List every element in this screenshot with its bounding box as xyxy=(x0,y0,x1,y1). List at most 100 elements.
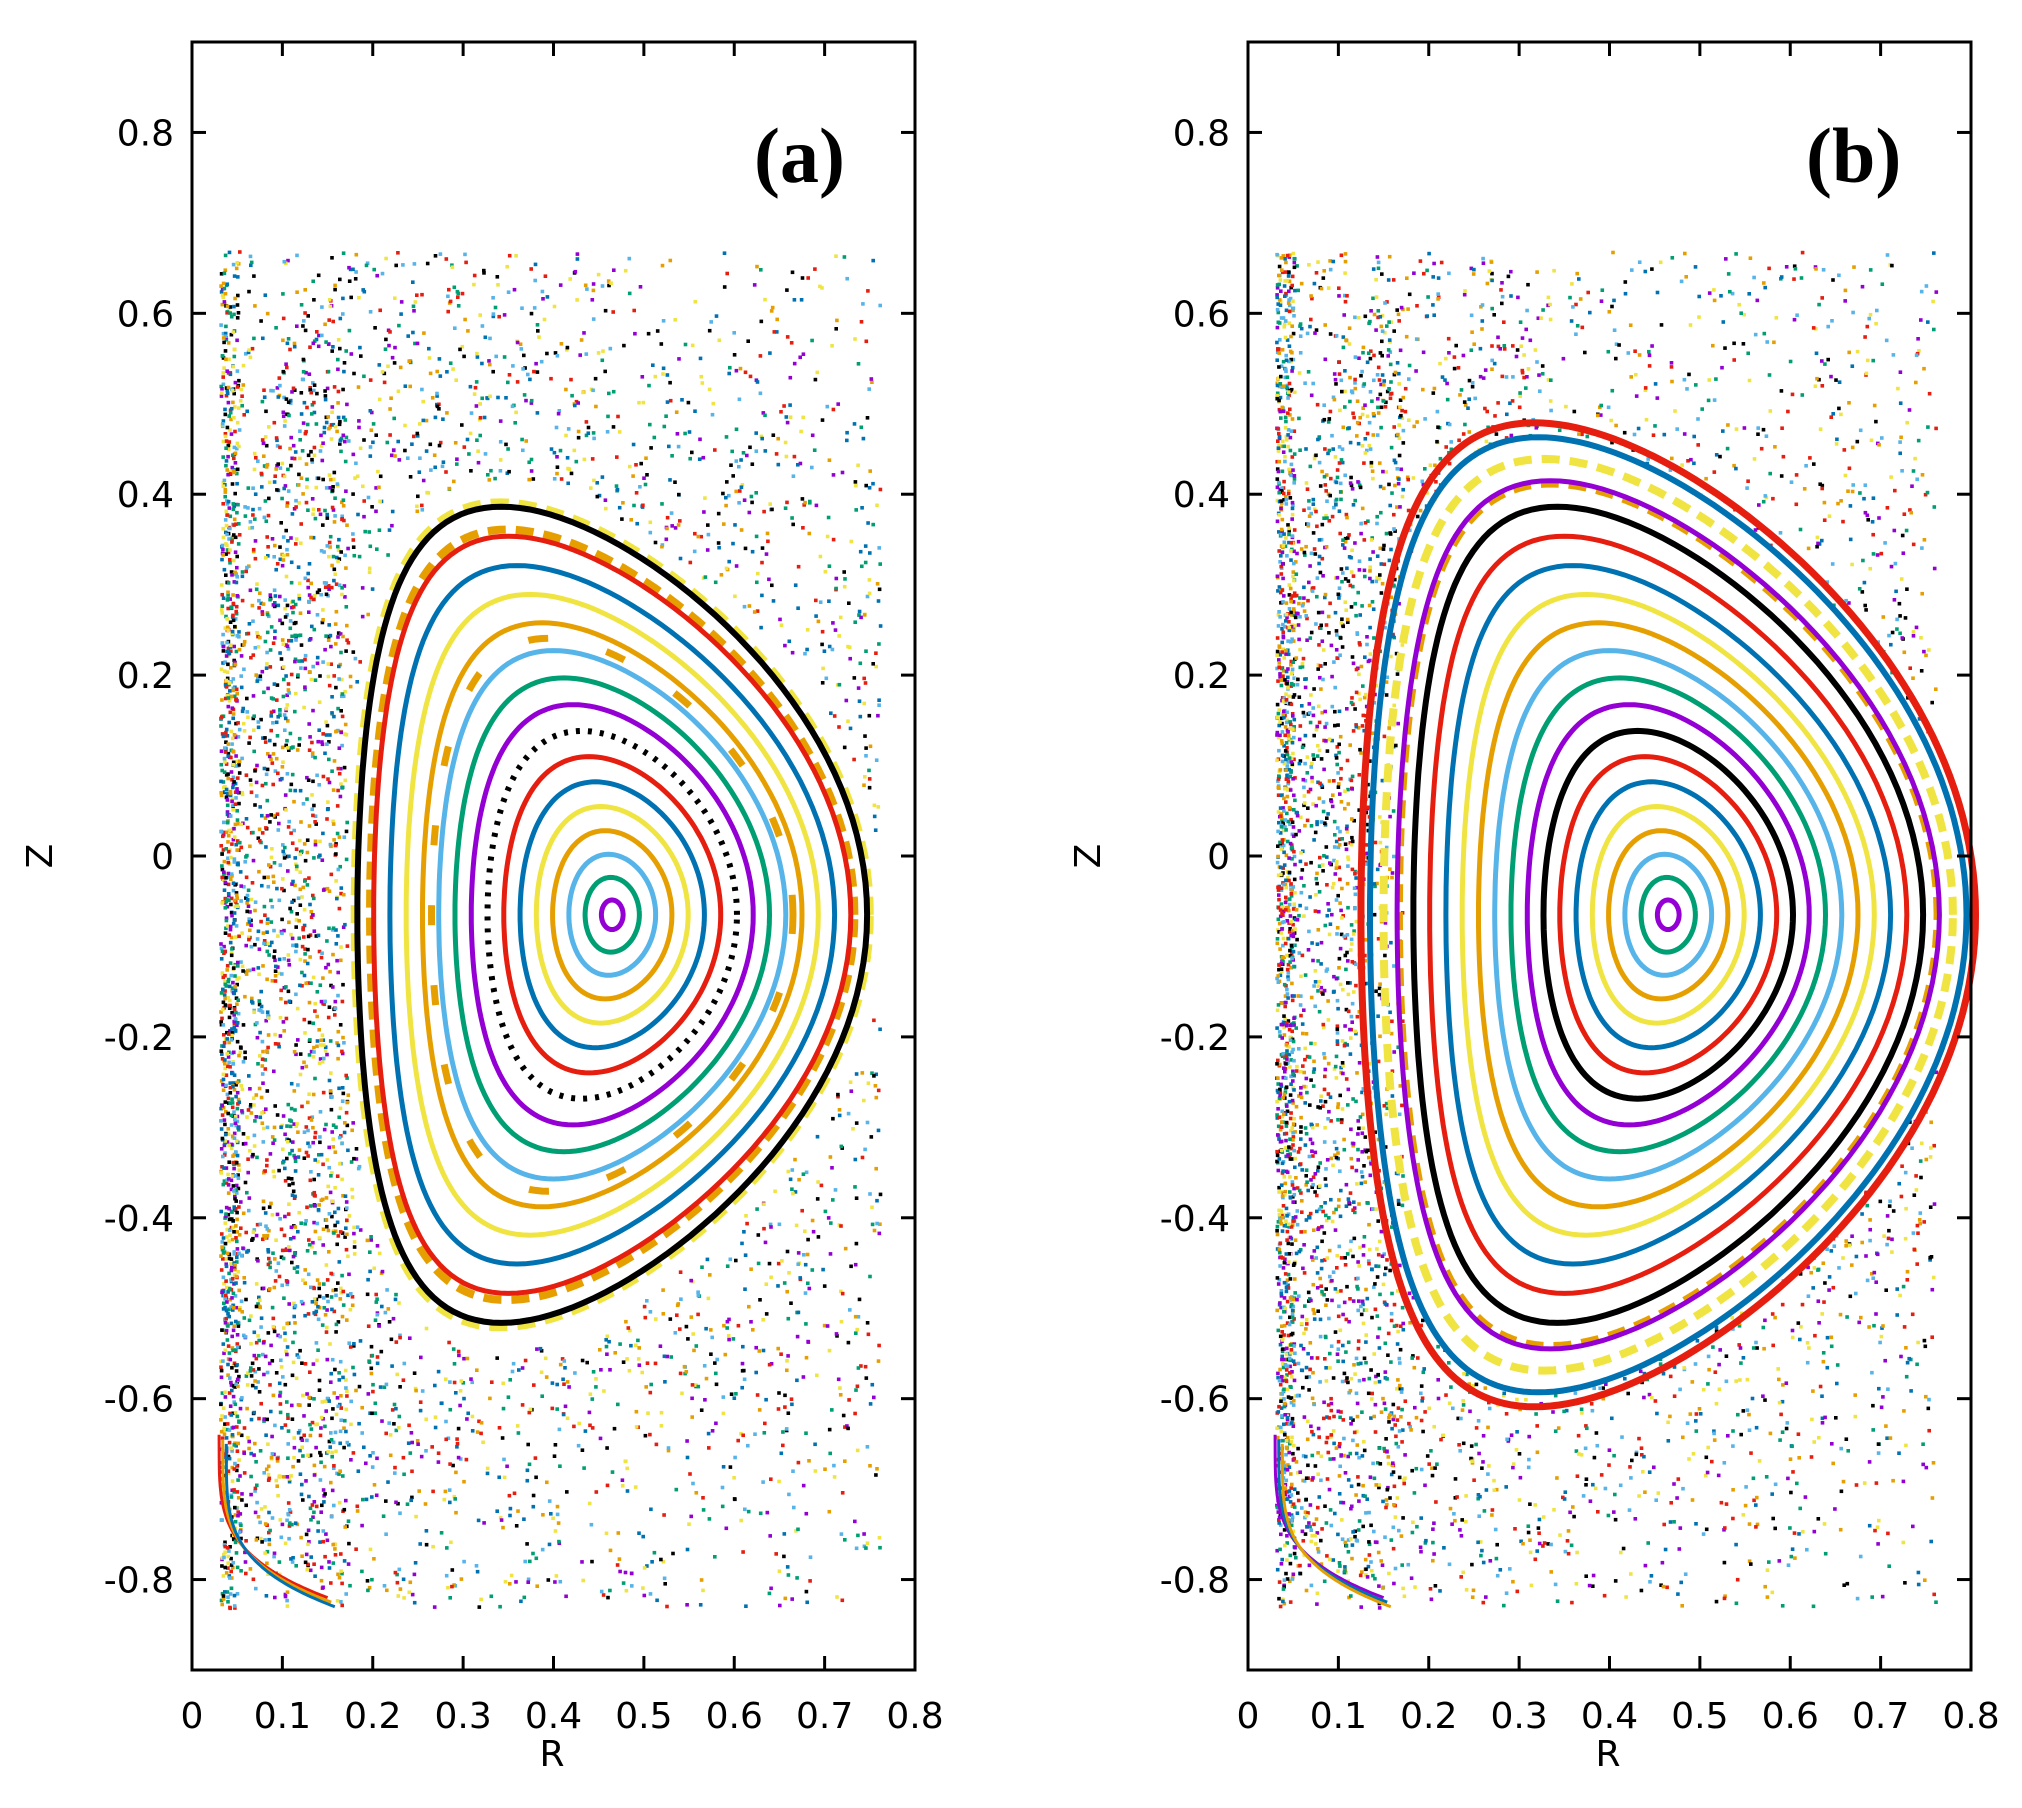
panel-a-flux-surface xyxy=(566,851,659,978)
panel-a-chaotic-point xyxy=(648,1390,653,1395)
panel-a-chaotic-point xyxy=(276,828,281,832)
panel-a-chaotic-point xyxy=(668,380,672,385)
panel-a-chaotic-point xyxy=(271,1393,276,1398)
panel-a-chaotic-point xyxy=(347,1341,351,1345)
panel-a-chaotic-point xyxy=(711,401,716,406)
panel-a-chaotic-point xyxy=(227,1143,231,1148)
panel-a-chaotic-point xyxy=(285,1352,289,1357)
panel-a-chaotic-point xyxy=(221,987,225,992)
panel-a-chaotic-point xyxy=(375,1355,380,1359)
panel-a-chaotic-point xyxy=(627,1368,632,1373)
panel-a-chaotic-point xyxy=(395,1572,399,1577)
panel-a-chaotic-point xyxy=(371,1389,375,1394)
panel-a-chaotic-point xyxy=(639,461,643,466)
panel-a-chaotic-point xyxy=(231,469,236,473)
panel-a-chaotic-point xyxy=(224,1212,228,1216)
panel-a-chaotic-point xyxy=(260,883,264,888)
panel-a-chaotic-point xyxy=(878,1027,882,1032)
panel-a-chaotic-point xyxy=(223,683,228,687)
panel-a-chaotic-point xyxy=(307,372,312,376)
panel-a-chaotic-point xyxy=(243,1141,248,1146)
panel-a-chaotic-point xyxy=(229,1446,234,1451)
panel-a-chaotic-point xyxy=(865,1541,870,1545)
panel-a-chaotic-point xyxy=(732,1497,737,1501)
panel-a-chaotic-point xyxy=(225,625,230,630)
panel-a-chaotic-point xyxy=(222,302,227,306)
panel-a-chaotic-point xyxy=(272,1554,276,1559)
panel-a-chaotic-point xyxy=(310,807,314,812)
panel-a-chaotic-point xyxy=(552,477,557,481)
panel-a-chaotic-point xyxy=(233,1606,237,1610)
panel-a-chaotic-point xyxy=(231,712,236,716)
panel-a-chaotic-point xyxy=(335,482,340,486)
panel-a-chaotic-point xyxy=(315,613,320,617)
panel-a-chaotic-point xyxy=(337,1260,342,1264)
panel-a-chaotic-point xyxy=(327,926,331,931)
panel-a-chaotic-point xyxy=(435,369,439,374)
panel-a-chaotic-point xyxy=(820,642,824,647)
panel-a-chaotic-point xyxy=(323,1492,327,1496)
panel-a-chaotic-point xyxy=(232,504,236,508)
panel-a-chaotic-point xyxy=(793,583,798,587)
panel-a-chaotic-point xyxy=(291,1254,296,1259)
panel-a-chaotic-point xyxy=(280,1248,285,1253)
panel-a-chaotic-point xyxy=(747,510,752,515)
panel-a-chaotic-point xyxy=(316,273,321,278)
panel-a-chaotic-point xyxy=(333,424,338,429)
panel-a-chaotic-point xyxy=(231,1394,236,1399)
panel-a-chaotic-point xyxy=(252,1133,257,1138)
panel-a-chaotic-point xyxy=(593,376,598,381)
panel-a-chaotic-point xyxy=(279,1358,283,1363)
panel-a-chaotic-point xyxy=(231,1565,235,1570)
panel-a-chaotic-point xyxy=(246,888,251,893)
panel-a-chaotic-point xyxy=(230,388,235,393)
panel-a-chaotic-point xyxy=(620,1478,625,1482)
panel-a-chaotic-point xyxy=(254,673,258,677)
panel-a-chaotic-point xyxy=(859,1364,863,1368)
panel-a-chaotic-point xyxy=(310,1115,315,1119)
panel-a-chaotic-point xyxy=(475,1430,480,1434)
panel-a-chaotic-point xyxy=(287,920,291,925)
panel-a-chaotic-point xyxy=(273,1042,278,1046)
panel-a-chaotic-point xyxy=(221,1574,226,1578)
panel-a-chaotic-point xyxy=(234,266,239,271)
panel-a-chaotic-point xyxy=(235,481,239,486)
panel-a-chaotic-point xyxy=(279,1125,283,1129)
panel-a-chaotic-point xyxy=(284,674,288,678)
panel-a-chaotic-point xyxy=(776,1261,781,1266)
panel-a-chaotic-point xyxy=(299,522,303,526)
panel-a-chaotic-point xyxy=(225,543,229,548)
panel-a-chaotic-point xyxy=(350,1195,355,1199)
panel-a-chaotic-point xyxy=(256,725,261,730)
panel-a-chaotic-point xyxy=(594,1490,599,1494)
panel-a-chaotic-point xyxy=(482,271,486,275)
panel-a-chaotic-point xyxy=(231,763,236,767)
panel-a-chaotic-point xyxy=(534,1556,539,1561)
panel-a-chaotic-point xyxy=(396,251,400,255)
panel-a-chaotic-point xyxy=(456,1455,461,1460)
panel-a-chaotic-point xyxy=(220,1165,224,1169)
panel-a-chaotic-point xyxy=(390,1408,395,1412)
panel-a-chaotic-point xyxy=(357,295,361,300)
panel-a-chaotic-point xyxy=(617,430,622,434)
panel-a-chaotic-point xyxy=(335,1599,340,1603)
panel-a-chaotic-point xyxy=(616,1531,621,1535)
panel-a-chaotic-point xyxy=(235,261,240,265)
panel-a-chaotic-point xyxy=(762,1202,766,1206)
panel-a-chaotic-point xyxy=(737,397,742,402)
panel-a-chaotic-point xyxy=(299,1436,304,1441)
panel-a-chaotic-point xyxy=(228,1085,233,1090)
panel-a-chaotic-point xyxy=(229,770,234,774)
panel-a-chaotic-point xyxy=(234,1305,239,1310)
panel-a-chaotic-point xyxy=(231,1303,235,1308)
panel-a-chaotic-point xyxy=(539,1349,544,1353)
panel-a-chaotic-point xyxy=(340,694,344,699)
panel-a-chaotic-point xyxy=(393,296,397,300)
panel-a-chaotic-point xyxy=(547,1542,552,1547)
panel-a-chaotic-point xyxy=(410,1495,414,1500)
panel-a-chaotic-point xyxy=(294,498,298,503)
panel-a-chaotic-point xyxy=(297,659,301,663)
panel-a-chaotic-point xyxy=(226,472,230,477)
panel-a-chaotic-point xyxy=(823,569,828,574)
panel-a-chaotic-point xyxy=(327,1566,332,1570)
